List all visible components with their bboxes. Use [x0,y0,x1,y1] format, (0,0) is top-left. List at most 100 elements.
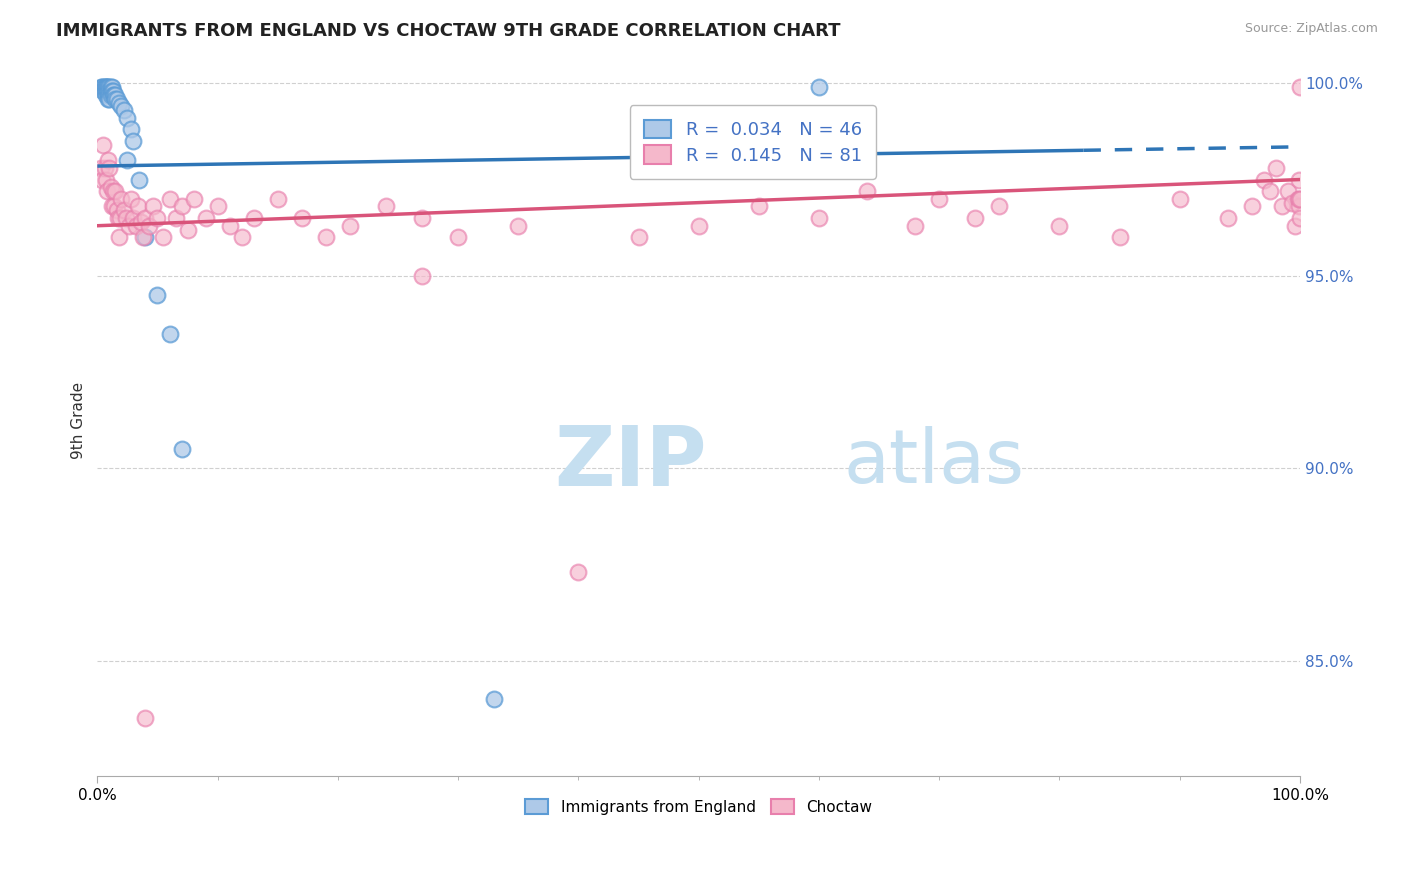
Point [988,199,1011,213]
Point [134,230,156,244]
Point [125,219,148,233]
Point [104,87,127,102]
Point [194,211,217,225]
Point [127,199,149,213]
Point [91,80,114,95]
Point [411,211,433,225]
Point [93,80,115,95]
Point [1289,192,1312,206]
Point [375,199,398,213]
Point [207,199,229,213]
Point [242,211,264,225]
Point [96,184,118,198]
Point [94,80,117,95]
Point [447,230,470,244]
Point [965,211,987,225]
Point [152,230,174,244]
Point [134,711,156,725]
Point [315,230,337,244]
Point [1168,192,1191,206]
Point [928,192,950,206]
Point [105,92,128,106]
Point [508,219,530,233]
Point [108,230,131,244]
Point [103,199,125,213]
Point [115,211,138,225]
Point [110,192,132,206]
Point [101,84,124,98]
Point [101,87,124,102]
Point [1258,184,1281,198]
Point [101,199,124,213]
Point [120,192,142,206]
Point [1216,211,1239,225]
Point [218,219,240,233]
Point [146,211,169,225]
Point [98,161,121,175]
Point [93,80,115,95]
Point [128,172,150,186]
Point [904,219,927,233]
Point [1271,199,1294,213]
Point [122,211,145,225]
Point [97,84,120,98]
Point [90,80,112,95]
Point [93,137,115,152]
Point [98,87,121,102]
Point [183,192,205,206]
Point [94,87,117,102]
Point [96,80,118,95]
Point [120,122,142,136]
Point [98,92,121,106]
Point [1288,199,1310,213]
Point [1108,230,1130,244]
Point [1289,211,1312,225]
Point [1289,80,1312,95]
Point [1049,219,1071,233]
Point [117,153,139,168]
Point [411,268,433,283]
Point [101,84,124,98]
Point [97,153,120,168]
Point [1277,184,1299,198]
Point [97,87,120,102]
Point [96,80,118,95]
Point [142,199,165,213]
Point [170,199,193,213]
Point [98,80,121,95]
Text: atlas: atlas [844,426,1024,500]
Point [132,230,155,244]
Point [567,565,589,579]
Point [1288,192,1310,206]
Point [688,219,710,233]
Point [484,692,506,706]
Y-axis label: 9th Grade: 9th Grade [72,382,86,458]
Point [105,203,128,218]
Point [1288,172,1310,186]
Point [1286,192,1309,206]
Point [159,192,181,206]
Point [267,192,290,206]
Point [112,103,135,118]
Point [93,84,115,98]
Point [1281,195,1303,210]
Point [176,222,198,236]
Point [231,230,253,244]
Point [100,180,122,194]
Point [98,84,121,98]
Legend: Immigrants from England, Choctaw: Immigrants from England, Choctaw [515,789,883,825]
Point [146,288,169,302]
Point [122,134,145,148]
Point [1284,219,1306,233]
Point [134,211,156,225]
Point [93,161,115,175]
Point [138,219,160,233]
Point [97,80,120,95]
Point [96,84,118,98]
Point [94,172,117,186]
Point [91,172,114,186]
Point [112,203,135,218]
Point [108,95,131,110]
Point [129,215,152,229]
Point [117,219,139,233]
